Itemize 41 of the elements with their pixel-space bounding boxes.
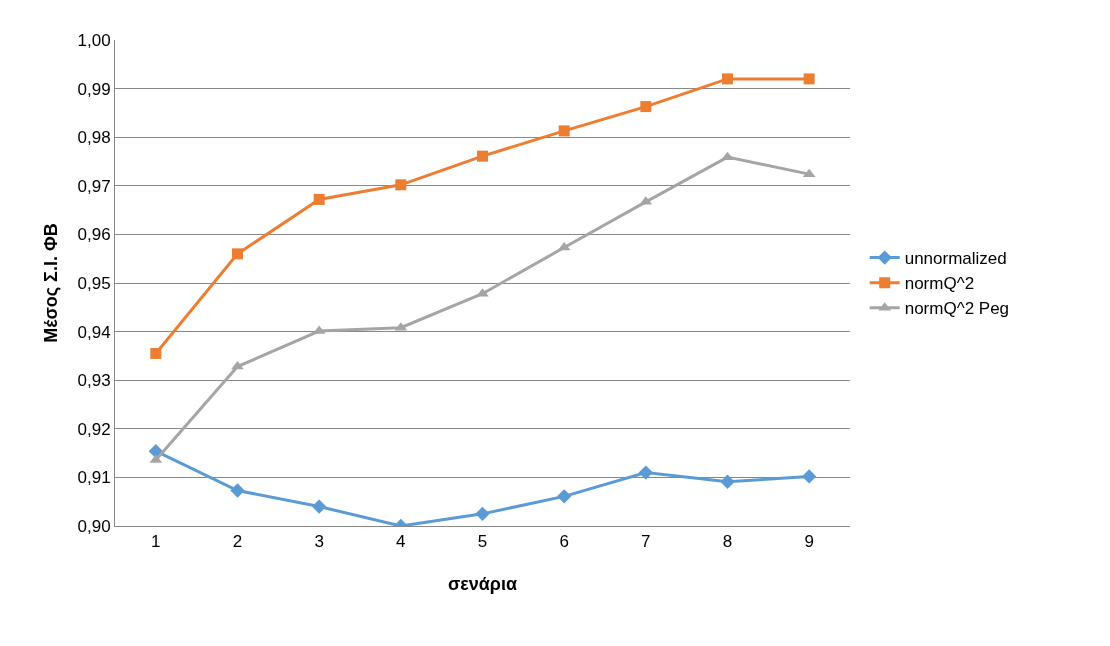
x-tick-label: 6 xyxy=(559,532,569,552)
x-tick-label: 9 xyxy=(804,532,814,552)
y-tick-label: 0,93 xyxy=(77,371,111,391)
point xyxy=(557,489,572,504)
point xyxy=(802,469,817,484)
point xyxy=(477,150,488,162)
y-tick-label: 1,00 xyxy=(77,30,111,50)
point xyxy=(640,101,652,113)
point xyxy=(638,465,653,480)
y-tick-label: 0,94 xyxy=(77,322,111,342)
x-tick-label: 3 xyxy=(314,532,324,552)
legend-label: unnormalized xyxy=(904,249,1007,269)
x-tick-label: 4 xyxy=(396,532,406,552)
point xyxy=(313,193,325,205)
point xyxy=(475,506,490,521)
point xyxy=(395,179,407,191)
point xyxy=(150,347,162,359)
legend-label: normQ^2 xyxy=(904,274,975,294)
point xyxy=(232,248,243,260)
x-axis-title: σενάρια xyxy=(447,574,518,594)
y-tick-label: 0,98 xyxy=(77,128,111,148)
y-tick-label: 0,95 xyxy=(77,273,111,293)
x-tick-label: 8 xyxy=(722,532,733,552)
y-tick-label: 0,90 xyxy=(77,516,111,536)
y-tick-label: 0,99 xyxy=(77,79,111,99)
y-tick-label: 0,97 xyxy=(77,176,111,196)
point xyxy=(312,499,327,514)
y-tick-label: 0,96 xyxy=(77,225,111,245)
point xyxy=(230,483,245,498)
x-tick-label: 7 xyxy=(641,532,651,552)
y-axis-title: Μέσος Σ.Ι. ΦΒ xyxy=(40,223,61,343)
y-tick-label: 0,92 xyxy=(77,419,111,439)
x-tick-label: 1 xyxy=(151,532,161,552)
x-tick-label: 2 xyxy=(232,532,243,552)
point xyxy=(558,125,570,137)
legend-label: normQ^2 Peg xyxy=(904,299,1010,319)
y-tick-label: 0,91 xyxy=(77,468,111,488)
point xyxy=(722,73,733,85)
point xyxy=(720,474,735,489)
point xyxy=(803,73,815,85)
x-tick-label: 5 xyxy=(477,532,488,552)
